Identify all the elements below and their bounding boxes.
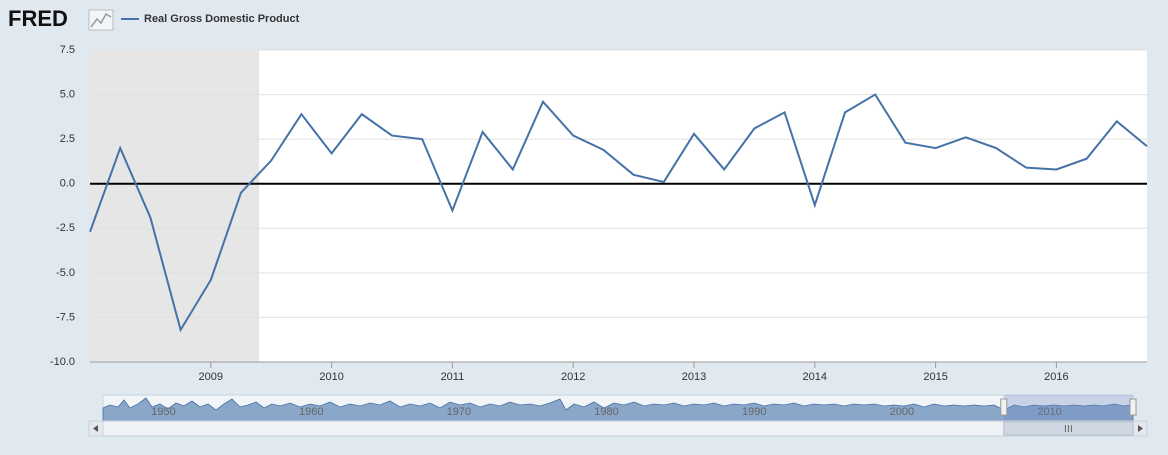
scroll-right-arrow: [1138, 425, 1143, 432]
plot-area: [90, 50, 1147, 362]
navigator-label: 1980: [594, 406, 618, 418]
legend-label[interactable]: Real Gross Domestic Product: [144, 13, 300, 25]
logo-icon: [88, 9, 114, 31]
navigator-label: 2010: [1037, 406, 1061, 418]
x-tick-label: 2013: [682, 371, 706, 383]
scrollbar-track[interactable]: [88, 420, 1148, 437]
x-tick-label: 2009: [199, 371, 223, 383]
y-tick-label: 0.0: [60, 178, 75, 190]
scrollbar-grip: [1064, 425, 1072, 432]
y-tick-label: -7.5: [56, 311, 75, 323]
scroll-left-arrow: [93, 425, 98, 432]
x-tick-label: 2010: [319, 371, 343, 383]
y-tick-label: -10.0: [50, 356, 75, 368]
x-tick-label: 2014: [803, 371, 827, 383]
navigator-handle[interactable]: [1000, 398, 1008, 416]
recession-shading: [90, 50, 260, 362]
navigator-label: 1960: [299, 406, 323, 418]
navigator-label: 1990: [742, 406, 766, 418]
y-tick-label: -5.0: [56, 267, 75, 279]
navigator-handle[interactable]: [1129, 398, 1137, 416]
logo: FRED: [8, 6, 68, 31]
y-tick-label: 7.5: [60, 44, 75, 56]
navigator-label: 1970: [447, 406, 471, 418]
navigator-selection: [1003, 395, 1133, 421]
navigator: 1950 1960 1970 1980 1990 2000 2010: [102, 394, 1137, 422]
navigator-label: 1950: [151, 406, 175, 418]
x-tick-label: 2011: [441, 371, 465, 383]
y-tick-label: 2.5: [60, 133, 75, 145]
y-tick-label: -2.5: [56, 222, 75, 234]
navigator-label: 2000: [890, 406, 914, 418]
data-line: [89, 93, 1148, 333]
x-tick-label: 2016: [1044, 371, 1068, 383]
x-tick-label: 2015: [923, 371, 947, 383]
x-tick-label: 2012: [561, 371, 585, 383]
y-tick-label: 5.0: [60, 88, 75, 100]
